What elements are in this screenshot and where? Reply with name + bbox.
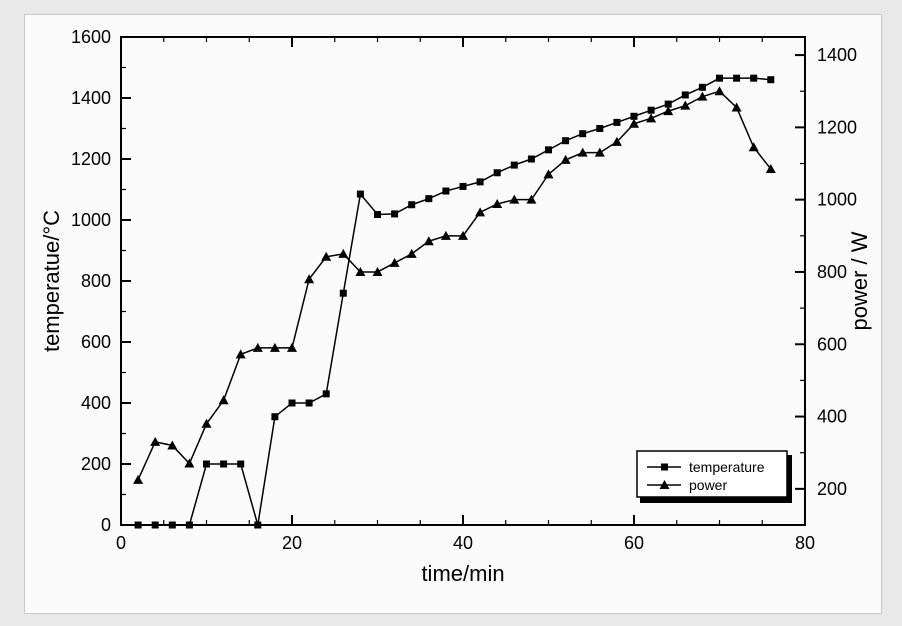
y-left-tick-label: 200 [81, 454, 111, 474]
y-left-tick-label: 400 [81, 393, 111, 413]
chart-container: 0204060800200400600800100012001400160020… [24, 14, 882, 614]
y-left-tick-label: 1000 [71, 210, 111, 230]
y-right-tick-label: 1000 [817, 190, 857, 210]
dual-axis-line-chart: 0204060800200400600800100012001400160020… [25, 15, 881, 613]
y-left-tick-label: 1400 [71, 88, 111, 108]
legend-item-power: power [689, 477, 727, 493]
y-right-axis-label: power / W [847, 231, 872, 330]
y-right-tick-label: 400 [817, 407, 847, 427]
y-right-tick-label: 600 [817, 334, 847, 354]
x-axis-label: time/min [421, 561, 504, 586]
y-right-tick-label: 800 [817, 262, 847, 282]
y-left-tick-label: 0 [101, 515, 111, 535]
x-tick-label: 20 [282, 533, 302, 553]
y-left-tick-label: 600 [81, 332, 111, 352]
legend-item-temperature: temperature [689, 459, 765, 475]
y-left-tick-label: 1600 [71, 27, 111, 47]
y-right-tick-label: 200 [817, 479, 847, 499]
x-tick-label: 80 [795, 533, 815, 553]
y-left-tick-label: 1200 [71, 149, 111, 169]
x-tick-label: 0 [116, 533, 126, 553]
y-left-axis-label: temperatue/°C [39, 210, 64, 352]
x-tick-label: 40 [453, 533, 473, 553]
x-tick-label: 60 [624, 533, 644, 553]
y-left-tick-label: 800 [81, 271, 111, 291]
y-right-tick-label: 1200 [817, 117, 857, 137]
y-right-tick-label: 1400 [817, 45, 857, 65]
